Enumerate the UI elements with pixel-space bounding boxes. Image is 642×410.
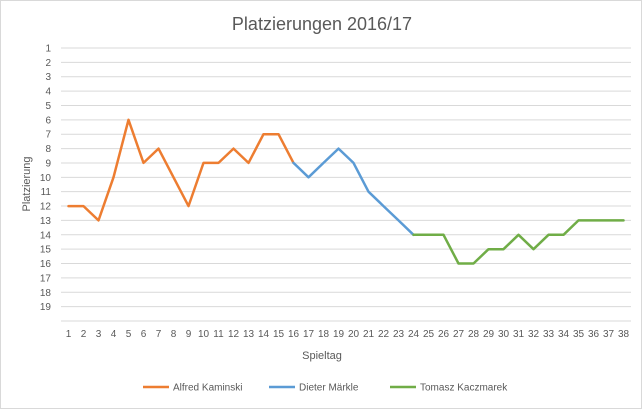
y-tick-label: 17 bbox=[40, 273, 52, 284]
x-tick-label: 32 bbox=[528, 329, 540, 340]
y-tick-label: 9 bbox=[45, 158, 51, 169]
x-tick-label: 16 bbox=[288, 329, 300, 340]
x-tick-label: 2 bbox=[81, 329, 87, 340]
x-tick-label: 37 bbox=[603, 329, 615, 340]
y-tick-label: 14 bbox=[40, 230, 52, 241]
x-tick-label: 6 bbox=[141, 329, 147, 340]
x-tick-label: 14 bbox=[258, 329, 270, 340]
x-tick-label: 18 bbox=[318, 329, 330, 340]
x-tick-label: 20 bbox=[348, 329, 360, 340]
x-tick-label: 1 bbox=[66, 329, 72, 340]
x-tick-label: 29 bbox=[483, 329, 495, 340]
x-tick-label: 31 bbox=[513, 329, 525, 340]
x-tick-label: 13 bbox=[243, 329, 255, 340]
y-tick-label: 11 bbox=[41, 187, 52, 198]
y-tick-label: 1 bbox=[45, 44, 51, 55]
legend-label: Alfred Kaminski bbox=[173, 383, 242, 394]
x-tick-label: 23 bbox=[393, 329, 405, 340]
x-tick-label: 30 bbox=[498, 329, 510, 340]
x-tick-label: 21 bbox=[363, 329, 375, 340]
y-tick-label: 6 bbox=[45, 115, 51, 126]
x-tick-label: 10 bbox=[198, 329, 210, 340]
x-tick-label: 35 bbox=[573, 329, 585, 340]
legend: Alfred Kaminski Dieter Märkle Tomasz Kaczm… bbox=[143, 383, 508, 394]
x-tick-label: 15 bbox=[273, 329, 285, 340]
x-tick-label: 36 bbox=[588, 329, 600, 340]
y-tick-label: 15 bbox=[40, 245, 52, 256]
legend-label: Tomasz Kaczmarek bbox=[420, 383, 508, 394]
x-tick-label: 19 bbox=[333, 329, 345, 340]
x-tick-label: 27 bbox=[453, 329, 465, 340]
x-tick-label: 33 bbox=[543, 329, 555, 340]
y-tick-label: 2 bbox=[45, 58, 51, 69]
series-lines bbox=[67, 118, 625, 265]
y-axis-title: Platzierung bbox=[21, 156, 33, 211]
series-line-dieter-m-rkle bbox=[292, 147, 415, 237]
x-tick-label: 4 bbox=[111, 329, 117, 340]
x-tick-label: 25 bbox=[423, 329, 435, 340]
y-tick-label: 7 bbox=[45, 130, 51, 141]
x-tick-label: 12 bbox=[228, 329, 240, 340]
x-tick-label: 17 bbox=[303, 329, 315, 340]
x-axis-ticks: 1 2 3 4 5 6 7 8 9 10 11 12 13 14 15 16 17 18 19 20 21 22 23 24 2… bbox=[66, 329, 630, 340]
x-tick-label: 26 bbox=[438, 329, 450, 340]
y-tick-label: 10 bbox=[40, 173, 52, 184]
y-tick-label: 8 bbox=[45, 144, 51, 155]
series-line-alfred-kaminski bbox=[67, 118, 295, 222]
x-tick-label: 11 bbox=[213, 329, 224, 340]
x-tick-label: 8 bbox=[171, 329, 177, 340]
y-tick-label: 13 bbox=[40, 216, 52, 227]
x-tick-label: 3 bbox=[96, 329, 102, 340]
legend-label: Dieter Märkle bbox=[299, 383, 359, 394]
y-tick-label: 19 bbox=[40, 302, 52, 313]
x-tick-label: 9 bbox=[186, 329, 192, 340]
x-tick-label: 5 bbox=[126, 329, 132, 340]
gridlines bbox=[61, 47, 631, 322]
y-tick-label: 12 bbox=[40, 202, 52, 213]
y-tick-label: 18 bbox=[40, 288, 52, 299]
x-tick-label: 24 bbox=[408, 329, 420, 340]
x-tick-label: 34 bbox=[558, 329, 570, 340]
x-tick-label: 28 bbox=[468, 329, 480, 340]
series-line-tomasz-kaczmarek bbox=[412, 219, 625, 265]
x-tick-label: 38 bbox=[618, 329, 630, 340]
x-tick-label: 7 bbox=[156, 329, 162, 340]
y-tick-label: 4 bbox=[45, 87, 51, 98]
x-axis-title: Spieltag bbox=[302, 350, 342, 362]
x-tick-label: 22 bbox=[378, 329, 390, 340]
y-tick-label: 5 bbox=[45, 101, 51, 112]
chart-title: Platzierungen 2016/17 bbox=[232, 14, 412, 34]
y-tick-label: 16 bbox=[40, 259, 52, 270]
y-tick-label: 3 bbox=[45, 72, 51, 83]
